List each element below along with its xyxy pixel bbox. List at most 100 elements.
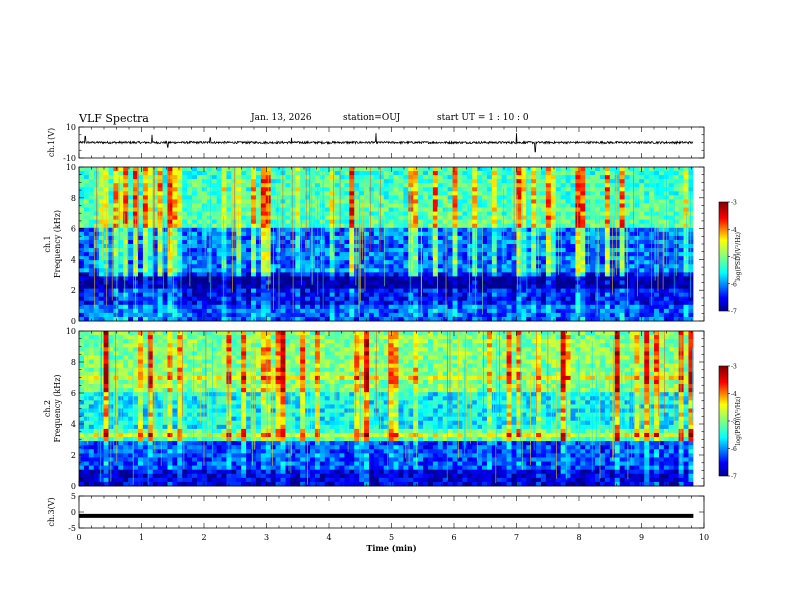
spectrogram-cell <box>486 248 493 253</box>
spectrogram-cell <box>137 312 144 318</box>
spectrogram-cell <box>580 260 586 265</box>
spectrogram-cell <box>516 239 522 245</box>
spectrogram-cell <box>251 292 257 298</box>
spectrogram-cell <box>216 215 222 221</box>
spectrogram-cell <box>98 203 104 208</box>
spectrogram-cell <box>442 256 449 261</box>
spectrogram-cell <box>167 223 173 229</box>
spectrogram-cell <box>418 235 424 241</box>
spectrogram-cell <box>452 296 458 302</box>
spectrogram-cell <box>192 296 198 302</box>
spectrogram-cell <box>295 215 301 221</box>
spectrogram-cell <box>580 231 586 237</box>
spectrogram-cell <box>555 179 562 184</box>
spectrogram-cell <box>128 183 134 188</box>
spectrogram-cell <box>432 304 439 310</box>
spectrogram-cell <box>477 235 483 241</box>
spectrogram-cell <box>654 276 660 281</box>
spectrogram-cell <box>604 312 611 318</box>
spectrogram-cell <box>113 272 119 277</box>
spectrogram-cell <box>192 300 198 306</box>
spectrogram-cell <box>432 272 439 277</box>
spectrogram-cell <box>491 223 498 229</box>
spectrogram-cell <box>604 199 611 204</box>
spectrogram-cell <box>619 219 625 225</box>
spectrogram-cell <box>447 304 453 310</box>
spectrogram-cell <box>688 268 694 273</box>
spectrogram-cell <box>388 268 394 273</box>
spectrogram-cell <box>413 276 419 281</box>
spectrogram-cell <box>167 211 173 217</box>
spectrogram-cell <box>157 175 163 180</box>
spectrogram-cell <box>447 239 453 245</box>
spectrogram-cell <box>570 292 576 298</box>
spectrogram-cell <box>305 252 311 257</box>
spectrogram-cell <box>196 284 203 289</box>
spectrogram-cell <box>423 248 429 253</box>
spectrogram-cell <box>182 288 188 294</box>
spectrogram-cell <box>634 308 640 314</box>
spectrogram-cell <box>255 276 262 281</box>
spectrogram-cell <box>113 268 119 273</box>
spectrogram-cell <box>457 256 463 261</box>
spectrogram-cell <box>79 223 85 229</box>
spectrogram-cell <box>285 175 291 180</box>
spectrogram-cell <box>172 227 178 233</box>
spectrogram-cell <box>280 304 286 310</box>
spectrogram-cell <box>570 316 576 322</box>
spectrogram-cell <box>344 183 350 188</box>
spectrogram-cell <box>305 171 311 176</box>
spectrogram-cell <box>108 276 114 281</box>
spectrogram-cell <box>668 207 675 212</box>
spectrogram-cell <box>599 215 606 221</box>
spectrogram-cell <box>113 308 119 314</box>
spectrogram-cell <box>211 239 218 245</box>
spectrogram-cell <box>383 167 390 172</box>
spectrogram-cell <box>649 187 655 192</box>
spectrogram-cell <box>123 244 129 249</box>
spectrogram-cell <box>565 211 571 217</box>
spectrogram-cell <box>324 280 331 285</box>
spectrogram-cell <box>354 284 360 289</box>
spectrogram-cell <box>93 252 100 257</box>
spectrogram-cell <box>491 276 498 281</box>
spectrogram-cell <box>649 308 655 314</box>
spectrogram-cell <box>142 272 149 277</box>
spectrogram-cell <box>545 203 552 208</box>
spectrogram-cell <box>192 179 198 184</box>
spectrogram-cell <box>255 227 262 233</box>
spectrogram-cell <box>270 187 277 192</box>
spectrogram-cell <box>192 280 198 285</box>
spectrogram-cell <box>196 211 203 217</box>
spectrogram-cell <box>300 175 306 180</box>
spectrogram-cell <box>580 175 586 180</box>
spectrogram-cell <box>314 296 321 302</box>
spectrogram-cell <box>418 219 424 225</box>
spectrogram-cell <box>501 264 508 269</box>
spectrogram-cell <box>147 292 154 298</box>
spectrogram-cell <box>157 167 163 172</box>
spectrogram-cell <box>482 296 488 302</box>
spectrogram-cell <box>550 235 557 241</box>
spectrogram-cell <box>432 199 439 204</box>
spectrogram-cell <box>349 231 355 237</box>
spectrogram-cell <box>137 199 144 204</box>
spectrogram-cell <box>595 239 601 245</box>
spectrogram-cell <box>201 207 208 212</box>
spectrogram-cell <box>88 300 95 306</box>
spectrogram-cell <box>482 227 488 233</box>
spectrogram-cell <box>368 167 375 172</box>
spectrogram-cell <box>629 167 635 172</box>
spectrogram-cell <box>644 235 650 241</box>
spectrogram-cell <box>663 292 670 298</box>
spectrogram-cell <box>319 219 326 225</box>
spectrogram-cell <box>442 235 449 241</box>
spectrogram-cell <box>128 179 134 184</box>
spectrogram-cell <box>408 296 414 302</box>
spectrogram-cell <box>570 280 576 285</box>
spectrogram-cell <box>413 199 419 204</box>
spectrogram-cell <box>275 183 281 188</box>
spectrogram-cell <box>157 292 163 298</box>
spectrogram-cell <box>678 183 684 188</box>
spectrogram-cell <box>521 191 527 196</box>
